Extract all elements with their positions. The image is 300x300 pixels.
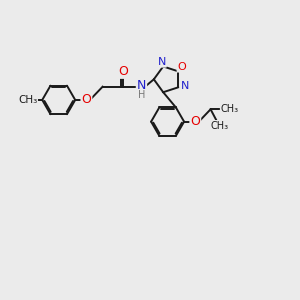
Text: CH₃: CH₃ [18, 95, 37, 105]
Text: N: N [158, 57, 166, 67]
Text: O: O [82, 93, 91, 106]
Text: H: H [138, 90, 145, 100]
Text: CH₃: CH₃ [210, 121, 229, 131]
Text: O: O [178, 62, 186, 72]
Text: O: O [190, 115, 200, 128]
Text: O: O [118, 65, 128, 78]
Text: N: N [181, 81, 189, 91]
Text: N: N [137, 79, 146, 92]
Text: CH₃: CH₃ [221, 104, 239, 114]
